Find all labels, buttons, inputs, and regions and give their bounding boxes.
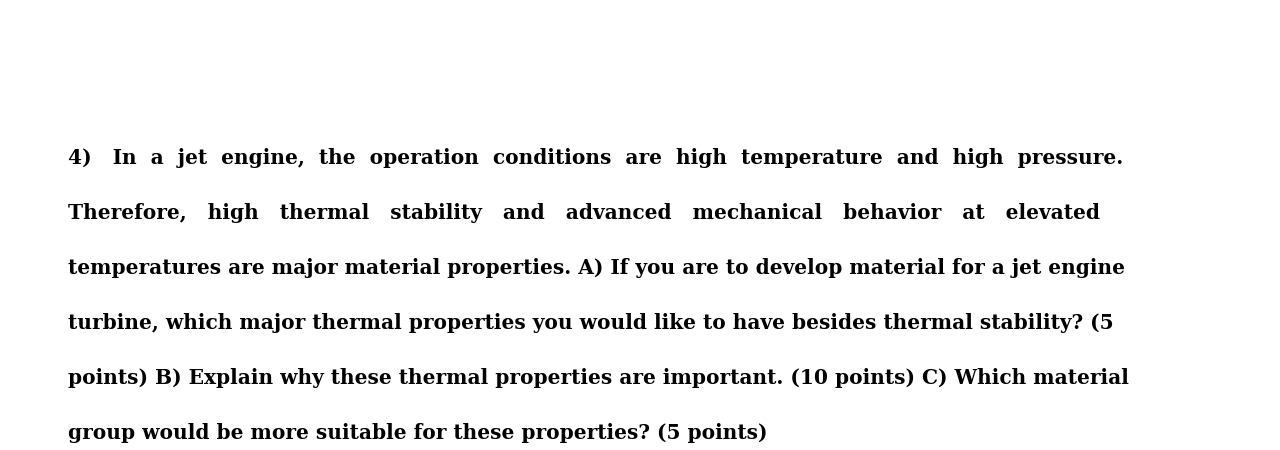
- Text: points) B) Explain why these thermal properties are important. (10 points) C) Wh: points) B) Explain why these thermal pro…: [68, 368, 1129, 388]
- Text: turbine, which major thermal properties you would like to have besides thermal s: turbine, which major thermal properties …: [68, 313, 1114, 333]
- Text: Therefore,   high   thermal   stability   and   advanced   mechanical   behavior: Therefore, high thermal stability and ad…: [68, 203, 1100, 223]
- Text: temperatures are major material properties. A) If you are to develop material fo: temperatures are major material properti…: [68, 258, 1125, 278]
- Text: group would be more suitable for these properties? (5 points): group would be more suitable for these p…: [68, 423, 768, 443]
- Text: 4)   In  a  jet  engine,  the  operation  conditions  are  high  temperature  an: 4) In a jet engine, the operation condit…: [68, 148, 1124, 168]
